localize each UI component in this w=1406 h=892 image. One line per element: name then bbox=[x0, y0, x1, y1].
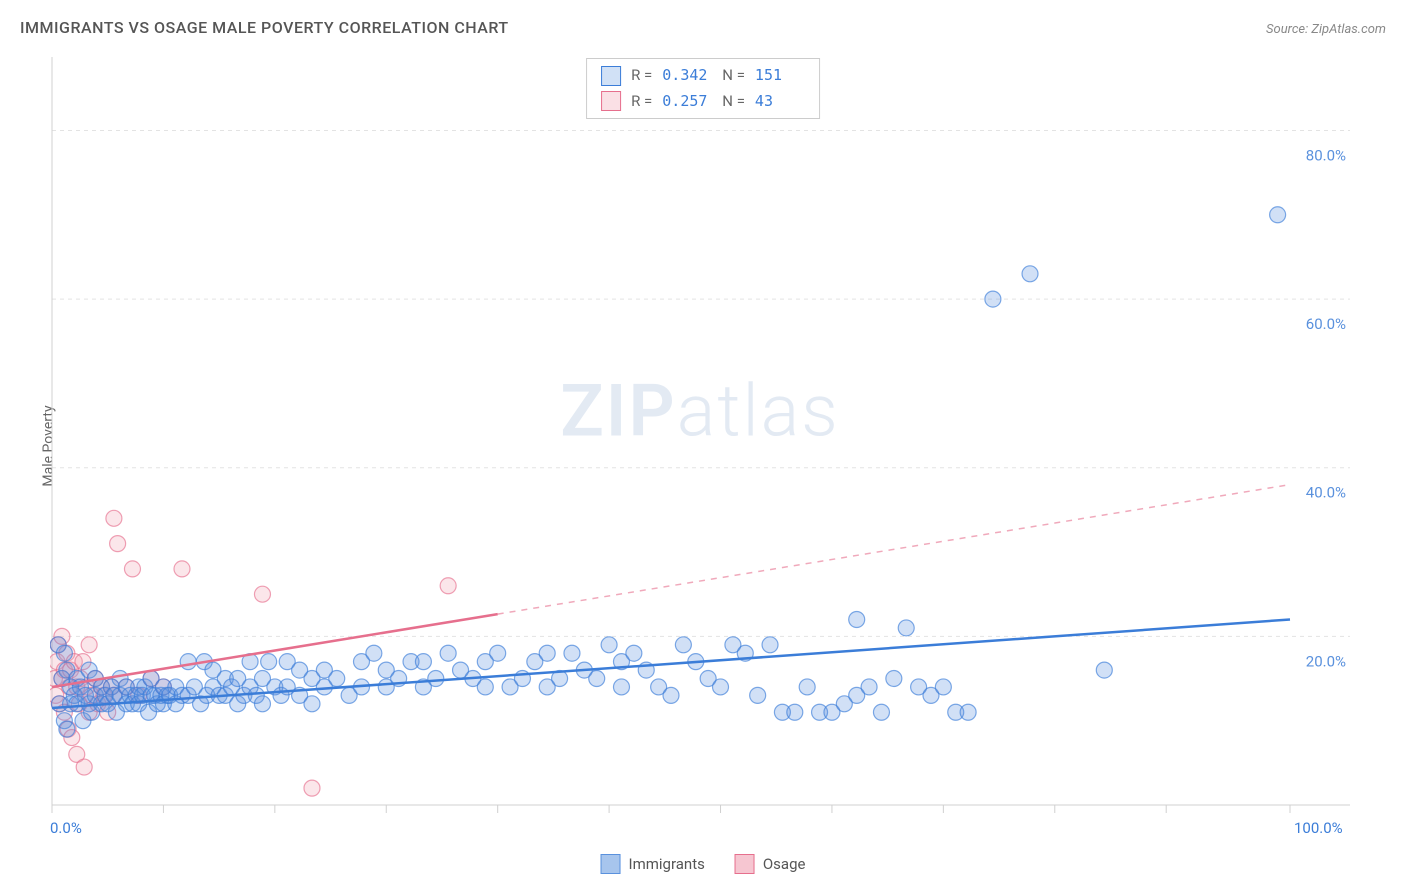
legend-swatch-immigrants-bottom bbox=[601, 854, 621, 874]
svg-text:40.0%: 40.0% bbox=[1306, 484, 1346, 502]
r-label-1: R = bbox=[631, 89, 652, 115]
r-value-0: 0.342 bbox=[662, 63, 712, 89]
legend-swatch-immigrants bbox=[601, 66, 621, 86]
legend-swatch-osage-bottom bbox=[735, 854, 755, 874]
stats-legend: R = 0.342 N = 151 R = 0.257 N = 43 bbox=[586, 58, 820, 119]
legend-swatch-osage bbox=[601, 91, 621, 111]
source-attribution: Source: ZipAtlas.com bbox=[1266, 22, 1386, 37]
chart-title: IMMIGRANTS VS OSAGE MALE POVERTY CORRELA… bbox=[20, 18, 509, 37]
stats-row-osage: R = 0.257 N = 43 bbox=[601, 89, 805, 115]
svg-text:60.0%: 60.0% bbox=[1306, 315, 1346, 333]
x-axis-label-max: 100.0% bbox=[1294, 819, 1343, 837]
x-axis-label-min: 0.0% bbox=[50, 819, 82, 837]
scatter-svg: 20.0% 40.0% 60.0% 80.0% bbox=[50, 55, 1350, 845]
svg-text:80.0%: 80.0% bbox=[1306, 146, 1346, 164]
n-value-1: 43 bbox=[755, 89, 805, 115]
bottom-legend: Immigrants Osage bbox=[601, 854, 806, 874]
legend-item-immigrants: Immigrants bbox=[601, 854, 705, 874]
legend-label-osage: Osage bbox=[763, 855, 806, 873]
svg-text:20.0%: 20.0% bbox=[1306, 652, 1346, 670]
n-label-0: N = bbox=[722, 63, 745, 89]
n-value-0: 151 bbox=[755, 63, 805, 89]
legend-label-immigrants: Immigrants bbox=[629, 855, 705, 873]
stats-row-immigrants: R = 0.342 N = 151 bbox=[601, 63, 805, 89]
chart-container: IMMIGRANTS VS OSAGE MALE POVERTY CORRELA… bbox=[0, 0, 1406, 892]
r-value-1: 0.257 bbox=[662, 89, 712, 115]
r-label-0: R = bbox=[631, 63, 652, 89]
legend-item-osage: Osage bbox=[735, 854, 806, 874]
n-label-1: N = bbox=[722, 89, 745, 115]
plot-area: 20.0%40.0%60.0%80.0% ZIPatlas bbox=[50, 55, 1350, 845]
